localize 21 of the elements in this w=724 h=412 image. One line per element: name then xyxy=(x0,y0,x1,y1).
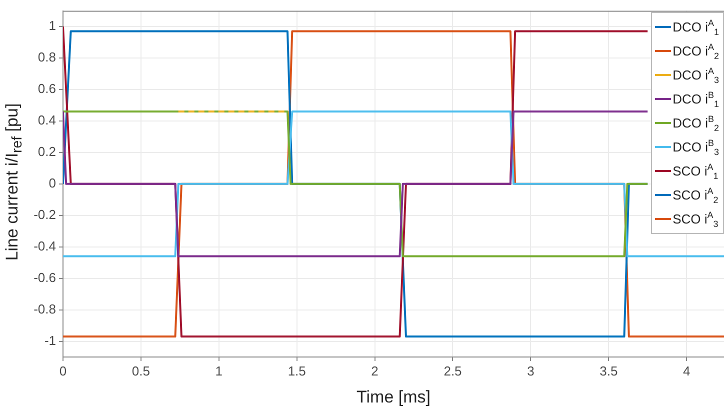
y-tick-label: -1 xyxy=(44,332,56,348)
x-tick-label: 0 xyxy=(59,363,67,378)
x-tick-label: 2 xyxy=(371,363,378,378)
x-tick-label: 2.5 xyxy=(444,363,462,378)
y-tick-label: 0 xyxy=(48,175,56,190)
y-tick-label: -0.6 xyxy=(34,270,56,285)
x-axis-title: Time [ms] xyxy=(356,387,430,406)
y-tick-label: 0.4 xyxy=(38,112,56,128)
y-tick-label: 0.2 xyxy=(38,144,56,160)
x-tick-label: 4 xyxy=(682,363,690,378)
y-tick-label: 0.6 xyxy=(38,81,56,96)
y-tick-label: 0.8 xyxy=(38,50,56,65)
x-tick-label: 0.5 xyxy=(132,363,150,378)
x-tick-label: 1.5 xyxy=(288,363,306,378)
x-tick-label: 1 xyxy=(215,363,223,378)
y-tick-label: 1 xyxy=(48,18,56,34)
y-tick-label: -0.2 xyxy=(34,206,56,222)
y-tick-label: -0.4 xyxy=(34,238,56,254)
x-tick-label: 3 xyxy=(527,363,534,378)
x-tick-label: 3.5 xyxy=(600,363,618,378)
y-tick-label: -0.8 xyxy=(34,301,56,316)
